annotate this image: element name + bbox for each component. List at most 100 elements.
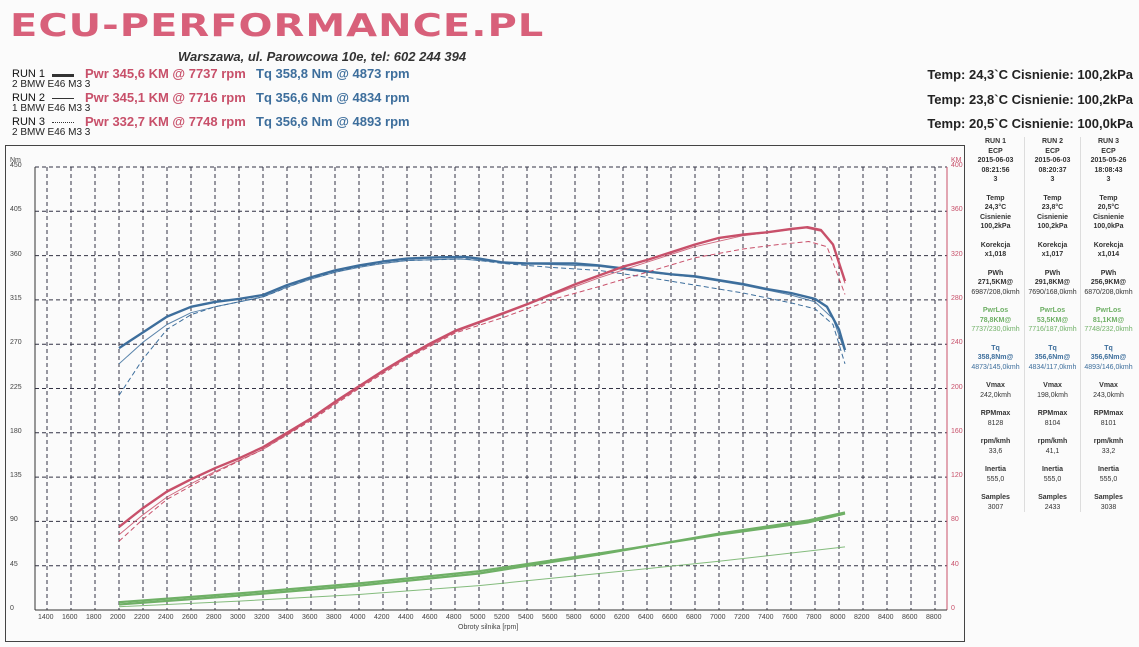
x-tick-label: 5200 [494, 614, 510, 621]
x-tick-label: 2400 [158, 614, 174, 621]
field-kor-l: Korekcja [980, 241, 1011, 249]
x-tick-label: 2600 [182, 614, 198, 621]
field-kor: x1,018 [984, 251, 1007, 258]
power-peak: Pwr 332,7 KM @ 7748 rpm [85, 114, 246, 129]
run-label: RUN 2 [12, 92, 46, 104]
run-1-power-line [118, 226, 847, 528]
field-tq2: 4873/145,0kmh [971, 363, 1020, 371]
run-2-column: RUN 2 ECP 2015-06-03 08:20:37 3 Temp 23,8°C Cis… [1024, 137, 1080, 512]
field-temp-l: Temp [1043, 194, 1062, 202]
line-style-sample [52, 98, 74, 99]
x-tick-label: 8200 [854, 614, 870, 621]
x-tick-label: 8400 [878, 614, 894, 621]
y-right-tick-label: 200 [951, 383, 963, 391]
field-cis: 100,0kPa [1093, 223, 1124, 230]
vehicle: 1 BMW E46 M3 3 [12, 103, 91, 114]
field-run: RUN 3 [1097, 138, 1119, 145]
x-tick-label: 8800 [926, 614, 942, 621]
field-temp: 23,8°C [1041, 204, 1064, 211]
field-pwh-l: PWh [987, 269, 1004, 277]
x-tick-label: 2000 [110, 614, 126, 621]
y-left-tick-label: 180 [10, 427, 22, 435]
field-pwh: 256,9KM@ [1090, 279, 1127, 286]
x-tick-label: 1800 [86, 614, 102, 621]
field-los-l: PwrLos [982, 307, 1009, 314]
field-n: 3 [1050, 176, 1055, 183]
field-date: 2015-06-03 [1034, 157, 1071, 164]
x-tick-label: 6800 [686, 614, 702, 621]
field-pwh2: 7690/168,0kmh [1028, 288, 1077, 296]
field-n: 3 [993, 176, 998, 183]
field-rk-l: rpm/kmh [980, 438, 1011, 445]
field-tq: 358,8Nm@ [977, 354, 1014, 361]
torque-peak: Tq 356,6 Nm @ 4893 rpm [256, 114, 410, 129]
field-in: 555,0 [986, 475, 1005, 483]
torque-peak: Tq 356,6 Nm @ 4834 rpm [256, 90, 410, 105]
field-pwh: 291,8KM@ [1034, 279, 1071, 286]
y-right-axis-title: KM [951, 157, 962, 164]
power-peak: Pwr 345,1 KM @ 7716 rpm [85, 90, 246, 105]
run-3-loss-line [118, 511, 846, 606]
vehicle: 2 BMW E46 M3 3 [12, 127, 91, 138]
y-left-axis-title: Nm [10, 157, 21, 164]
run-2-loss-line [118, 546, 846, 608]
field-rpm: 8128 [987, 419, 1004, 427]
run-3-torque-line [118, 258, 846, 396]
field-los2: 7748/232,0kmh [1084, 326, 1133, 333]
run-label: RUN 3 [12, 116, 46, 128]
field-s: 2433 [1044, 503, 1061, 511]
x-tick-label: 8000 [830, 614, 846, 621]
field-los2: 7716/187,0kmh [1028, 326, 1077, 333]
field-pwh2: 6987/208,0kmh [971, 288, 1020, 296]
x-tick-label: 7800 [806, 614, 822, 621]
x-tick-label: 6400 [638, 614, 654, 621]
run-details-table: RUN 1 ECP 2015-06-03 08:21:56 3 Temp 24,3°C Cis… [968, 137, 1135, 512]
field-temp-l: Temp [986, 194, 1005, 202]
field-ecp: ECP [1045, 147, 1060, 155]
y-left-tick-label: 90 [10, 516, 18, 524]
field-cis: 100,2kPa [980, 223, 1011, 230]
x-tick-label: 3400 [278, 614, 294, 621]
x-tick-label: 3600 [302, 614, 318, 621]
field-kor: x1,017 [1041, 251, 1064, 258]
field-ecp: ECP [1101, 147, 1116, 155]
field-rpm-l: RPMmax [1093, 410, 1124, 417]
field-date: 2015-06-03 [977, 157, 1014, 164]
run-2-torque-line [118, 258, 846, 365]
line-style-sample [52, 74, 74, 77]
field-in-l: Inertia [1041, 466, 1063, 473]
y-left-tick-label: 405 [10, 206, 22, 214]
x-axis-title: Obroty silnika [rpm] [458, 624, 519, 631]
x-tick-label: 4600 [422, 614, 438, 621]
x-tick-label: 1600 [62, 614, 78, 621]
field-los: 81,1KM@ [1092, 316, 1125, 324]
field-cis: 100,2kPa [1037, 223, 1068, 230]
x-tick-label: 6000 [590, 614, 606, 621]
field-rk: 41,1 [1045, 447, 1060, 455]
field-los: 53,5KM@ [1036, 316, 1069, 324]
field-vmax: 198,0kmh [1037, 391, 1068, 399]
logo: ECU-PERFORMANCE.PL [10, 8, 545, 44]
field-kor-l: Korekcja [1093, 241, 1124, 249]
y-left-tick-label: 135 [10, 472, 22, 480]
field-in: 555,0 [1099, 475, 1118, 483]
run-1-column: RUN 1 ECP 2015-06-03 08:21:56 3 Temp 24,3°C Cis… [968, 137, 1023, 512]
field-n: 3 [1106, 176, 1111, 183]
field-kor: x1,014 [1097, 251, 1120, 258]
y-right-tick-label: 280 [951, 294, 963, 302]
x-tick-label: 7200 [734, 614, 750, 621]
field-rk: 33,2 [1101, 447, 1116, 455]
y-right-tick-label: 320 [951, 250, 963, 258]
torque-peak: Tq 358,8 Nm @ 4873 rpm [256, 66, 410, 81]
field-ecp: ECP [988, 147, 1003, 155]
field-tq-l: Tq [1048, 344, 1057, 352]
field-vmax-l: Vmax [1099, 382, 1118, 389]
y-left-tick-label: 0 [10, 605, 14, 612]
run-2-power-line [118, 227, 846, 536]
x-tick-label: 4000 [350, 614, 366, 621]
x-tick-label: 3200 [254, 614, 270, 621]
field-tq: 356,6Nm@ [1090, 354, 1127, 361]
field-rpm: 8104 [1044, 419, 1061, 427]
y-left-tick-label: 270 [10, 339, 22, 347]
field-vmax: 242,0kmh [980, 391, 1011, 399]
